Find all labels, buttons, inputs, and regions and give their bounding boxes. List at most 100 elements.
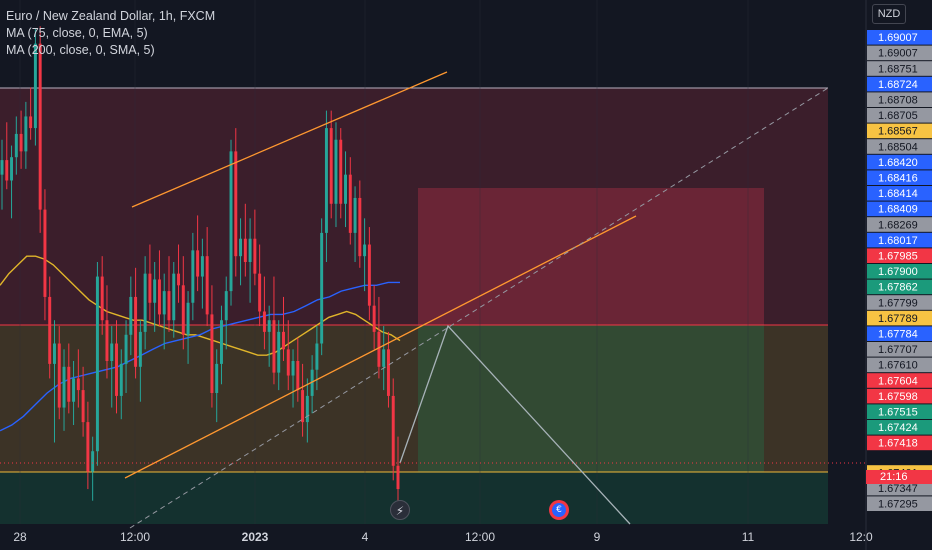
- price-label: 1.67515: [878, 407, 918, 419]
- candle-body: [5, 160, 9, 181]
- price-label: 1.68420: [878, 157, 918, 169]
- candle-body: [320, 232, 324, 344]
- price-label-bg: [867, 201, 932, 217]
- price-label: 1.68414: [878, 188, 918, 200]
- candle-body: [100, 276, 104, 321]
- candle-body: [291, 360, 295, 376]
- price-label-bg: [867, 248, 932, 263]
- candle-body: [363, 244, 367, 257]
- candle-body: [267, 320, 271, 332]
- price-label-bg: [867, 217, 932, 232]
- candle-body: [53, 343, 56, 364]
- price-label: 1.68705: [878, 110, 918, 122]
- symbol-title[interactable]: Euro / New Zealand Dollar, 1h, FXCM: [6, 9, 216, 23]
- price-label: 1.68504: [878, 141, 918, 153]
- candle-body: [14, 133, 18, 158]
- price-label-bg: [867, 45, 932, 61]
- candle-body: [219, 320, 223, 364]
- currency-button[interactable]: NZD: [872, 4, 906, 24]
- candle-body: [262, 311, 266, 332]
- price-label-bg: [867, 326, 932, 341]
- candle-body: [348, 174, 352, 233]
- candle-body: [353, 197, 357, 233]
- target-box: [418, 325, 764, 472]
- projection-path: [399, 324, 631, 525]
- channel-upper-line: [131, 71, 448, 208]
- candle-body: [119, 363, 123, 396]
- candle-body: [243, 238, 247, 262]
- lightning-icon[interactable]: ⚡: [390, 500, 410, 520]
- time-tick: 4: [361, 530, 369, 544]
- candle-body: [138, 331, 142, 367]
- candle-body: [382, 349, 386, 367]
- price-label-bg: [867, 388, 932, 404]
- candle-body: [339, 139, 343, 204]
- price-label-bg: [867, 76, 932, 92]
- candle-body: [86, 422, 90, 472]
- candle-body: [310, 369, 314, 396]
- price-label: 1.67418: [878, 438, 918, 450]
- legend: Euro / New Zealand Dollar, 1h, FXCM MA (…: [6, 8, 215, 59]
- time-tick: 12:00: [464, 530, 496, 544]
- candle-body: [315, 343, 319, 370]
- candle-body: [248, 238, 252, 262]
- candle-body: [57, 343, 61, 408]
- price-label-bg: [867, 342, 932, 357]
- economic-event-icon[interactable]: €: [549, 500, 569, 520]
- candle-body: [200, 256, 204, 277]
- candle-body: [129, 296, 133, 335]
- bar-countdown: 21:16: [866, 470, 932, 484]
- price-label: 1.67985: [878, 251, 918, 263]
- price-label: 1.67424: [878, 422, 918, 434]
- price-label-bg: [867, 310, 932, 326]
- candle-body: [186, 302, 190, 335]
- candle-body: [253, 238, 257, 274]
- candle-body: [24, 116, 28, 152]
- candle-body: [76, 378, 80, 391]
- price-label-bg: [867, 295, 932, 310]
- price-label-bg: [867, 30, 932, 45]
- price-label-bg: [867, 154, 932, 170]
- ma200-label[interactable]: MA (200, close, 0, SMA, 5): [6, 43, 155, 57]
- price-label: 1.68567: [878, 126, 918, 138]
- price-label-bg: [867, 232, 932, 248]
- time-tick: 11: [741, 530, 755, 544]
- candle-body: [215, 363, 219, 393]
- candle-body: [10, 157, 14, 181]
- candle-body: [234, 151, 238, 257]
- candle-body: [396, 465, 400, 490]
- candle-body: [272, 320, 276, 373]
- channel-lower-line: [124, 215, 637, 479]
- candle-body: [239, 238, 243, 257]
- price-label: 1.67707: [878, 344, 918, 356]
- price-label: 1.67799: [878, 297, 918, 309]
- price-label: 1.68409: [878, 204, 918, 216]
- candle-body: [372, 305, 376, 332]
- candle-body: [81, 390, 85, 423]
- candle-body: [386, 349, 390, 396]
- candle-body: [367, 244, 371, 306]
- price-label: 1.67789: [878, 313, 918, 325]
- time-tick: 9: [593, 530, 601, 544]
- candle-body: [91, 451, 95, 472]
- candle-body: [286, 349, 290, 376]
- price-label: 1.69007: [878, 32, 918, 44]
- ma75-label[interactable]: MA (75, close, 0, EMA, 5): [6, 26, 148, 40]
- time-tick: 2023: [241, 530, 269, 544]
- price-label: 1.67784: [878, 329, 918, 341]
- candle-body: [148, 273, 152, 303]
- candle-body: [391, 395, 395, 466]
- zones: [0, 87, 828, 524]
- price-label: 1.69007: [878, 48, 918, 60]
- candle-body: [153, 279, 157, 303]
- price-label: 1.68708: [878, 95, 918, 107]
- candle-body: [172, 273, 176, 321]
- price-label-bg: [867, 264, 932, 279]
- candle-body: [301, 390, 305, 423]
- candle-body: [224, 291, 228, 321]
- price-label: 1.67610: [878, 360, 918, 372]
- candle-body: [19, 133, 23, 152]
- price-label-bg: [867, 496, 932, 511]
- price-label: 1.67295: [878, 499, 918, 511]
